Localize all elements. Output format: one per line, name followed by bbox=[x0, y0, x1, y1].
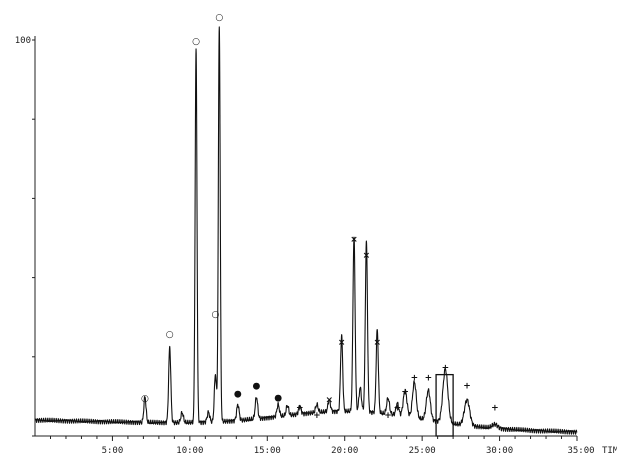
x-tick-label: 30:00 bbox=[486, 446, 513, 456]
x-tick-label: 10:00 bbox=[176, 446, 203, 456]
peak-marker: + bbox=[401, 387, 409, 397]
x-tick-label: 5:00 bbox=[102, 446, 124, 456]
chromatogram-trace bbox=[34, 26, 578, 435]
peak-marker: × bbox=[325, 395, 333, 405]
peak-marker: + bbox=[411, 374, 419, 384]
x-tick-label: 25:00 bbox=[409, 446, 436, 456]
peak-marker: ● bbox=[234, 389, 242, 399]
highlighted-peak-box bbox=[435, 373, 454, 437]
peak-marker: × bbox=[363, 251, 371, 261]
peak-marker: ○ bbox=[166, 330, 174, 340]
peak-marker: + bbox=[296, 403, 304, 413]
peak-marker: + bbox=[463, 382, 471, 392]
peak-marker: ○ bbox=[192, 37, 200, 47]
peak-marker: ● bbox=[274, 393, 282, 403]
peak-marker: ○ bbox=[215, 13, 223, 23]
chart-ticks: 100 5:00 10:00 15:00 20:00 25:00 30:00 35:00 TIM… bbox=[15, 36, 617, 456]
peak-markers: ○○○○○●●●++×××××++++ ++++ bbox=[141, 13, 499, 421]
y-tick-label: 100 bbox=[15, 36, 31, 46]
peak-marker: × bbox=[350, 235, 358, 245]
peak-marker: ● bbox=[253, 382, 261, 392]
peak-marker: ○ bbox=[141, 394, 149, 404]
peak-marker: × bbox=[373, 338, 381, 348]
peak-marker: + bbox=[394, 403, 402, 413]
peak-marker: + bbox=[491, 403, 499, 413]
peak-marker: + bbox=[313, 411, 321, 421]
peak-marker: + bbox=[425, 374, 433, 384]
peak-marker: + bbox=[384, 411, 392, 421]
x-tick-label: 15:00 bbox=[254, 446, 281, 456]
peak-marker: + bbox=[442, 364, 450, 374]
chart-axes bbox=[32, 36, 578, 441]
x-tick-label: 20:00 bbox=[331, 446, 358, 456]
x-axis-unit: TIME bbox=[602, 446, 617, 456]
peak-marker: ○ bbox=[211, 310, 219, 320]
peak-marker: × bbox=[338, 338, 346, 348]
x-tick-label: 35:00 bbox=[567, 446, 594, 456]
